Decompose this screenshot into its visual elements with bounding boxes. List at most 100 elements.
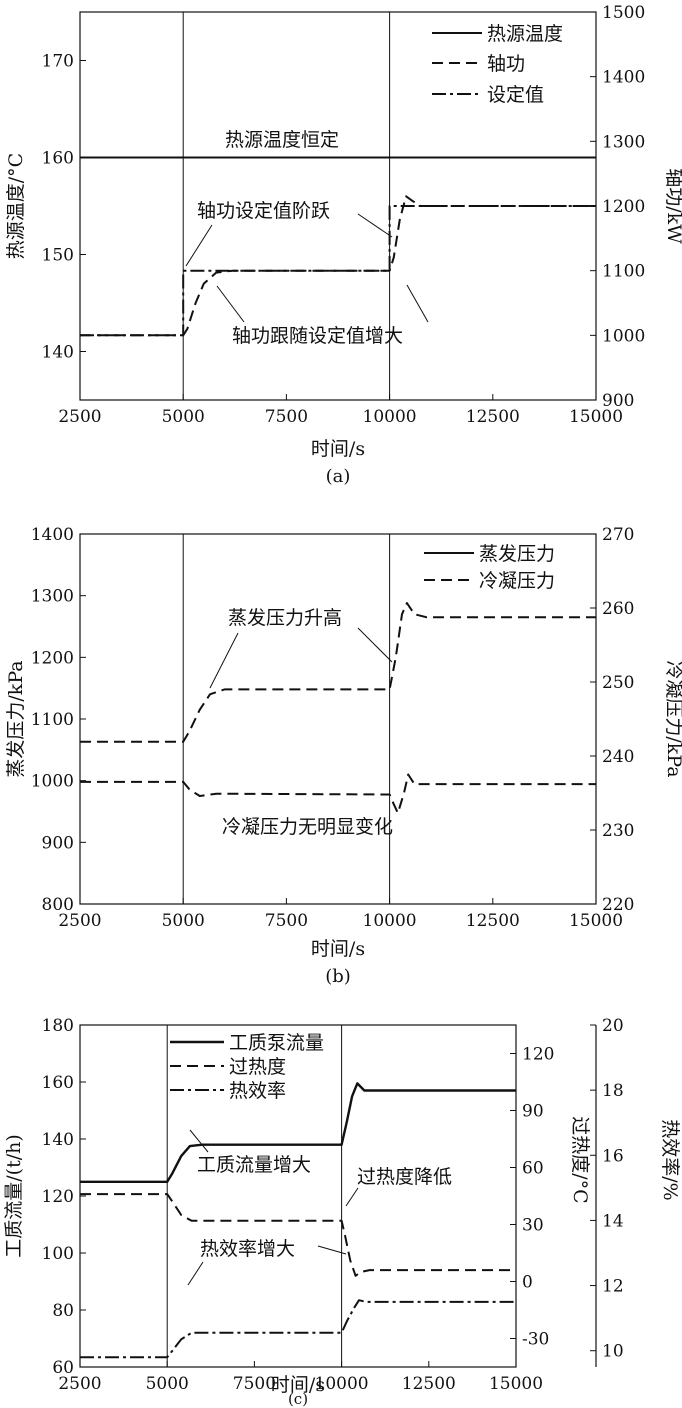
legend-label-c-0: 工质泵流量: [229, 1032, 324, 1054]
y-tick-label-right: 20: [602, 1016, 624, 1036]
y-ticks-left-a: 140 150 160 170: [42, 52, 86, 363]
vlines-c: [166, 1025, 343, 1367]
annotation-a-2: 轴功跟随设定值增大: [232, 325, 403, 347]
y-ticks-right-a: 900 1000 1100 1200 1300 1400 1500: [590, 3, 645, 411]
y-axis-label-left-a: 热源温度/°C: [5, 153, 27, 259]
legend-label-b-1: 冷凝压力: [479, 570, 555, 592]
y-ticks-left-b: 800 900 1000 1100 1200 1300 1400: [31, 525, 86, 915]
y-tick-label-left: 170: [42, 52, 74, 72]
y-tick-label-right: 12: [602, 1277, 624, 1297]
y-tick-label-right: 10: [602, 1342, 624, 1362]
x-tick-label: 2500: [58, 911, 101, 931]
y-tick-label-left: 100: [42, 1244, 74, 1264]
x-tick-label: 10000: [315, 1374, 369, 1394]
plot-frame-c: [79, 1024, 517, 1368]
x-tick-label: 5000: [162, 407, 205, 427]
annotation-a-1: 轴功设定值阶跃: [197, 200, 330, 222]
y-axis-label-right-a: 轴功/kW: [663, 168, 682, 244]
x-ticks-b: 2500 5000 7500 10000 12500 15000: [58, 898, 623, 931]
y-tick-label-left: 120: [42, 1187, 74, 1207]
y-tick-label-mid: -30: [522, 1330, 549, 1350]
annotation-c-2: 热效率增大: [200, 1238, 295, 1260]
y-axis-label-left-b: 蒸发压力/kPa: [5, 660, 27, 777]
y-tick-label-right: 1000: [602, 326, 645, 346]
y-tick-label-left: 1300: [31, 587, 74, 607]
series-b: [80, 602, 596, 814]
y-tick-label-mid: 120: [522, 1045, 554, 1065]
y-axis-label-left-c: 工质流量/(t/h): [3, 1134, 25, 1258]
annotation-arrow-a-2a: [216, 285, 245, 323]
y-tick-label-left: 1000: [31, 772, 74, 792]
y-tick-label-left: 80: [52, 1301, 74, 1321]
y-tick-label-right: 1400: [602, 68, 645, 88]
y-tick-label-right: 270: [602, 525, 634, 545]
y-tick-label-left: 1400: [31, 525, 74, 545]
legend-label-a-0: 热源温度: [487, 23, 563, 45]
x-axis-label-a: 时间/s: [311, 438, 365, 460]
annotation-arrow-a-1b: [357, 213, 393, 238]
y-tick-label-left: 160: [42, 1073, 74, 1093]
legend-label-c-2: 热效率: [229, 1080, 286, 1102]
y-tick-label-left: 150: [42, 246, 74, 266]
annotation-arrow-c-2a: [187, 1261, 204, 1286]
y-ticks-right-b: 220 230 240 250 260 270: [590, 525, 634, 915]
annotation-arrow-a-2b: [406, 284, 429, 323]
y-tick-label-right: 1100: [602, 262, 645, 282]
x-tick-label: 7500: [265, 911, 308, 931]
panel-label-b: (b): [325, 966, 351, 987]
x-tick-label: 2500: [58, 1374, 101, 1394]
annotation-arrow-b-0a: [209, 632, 239, 689]
annotation-arrow-b-0b: [357, 627, 393, 663]
series-line-1: [80, 1193, 516, 1277]
y-axis-label-right-b: 冷凝压力/kPa: [663, 660, 682, 777]
y-tick-label-right: 1500: [602, 3, 645, 23]
y-tick-label-right: 16: [602, 1146, 624, 1166]
legend-label-b-0: 蒸发压力: [479, 543, 555, 565]
panel-a: 2500 5000 7500 10000 12500 15000 140 150 160 170…: [5, 3, 682, 487]
y-tick-label-left: 60: [52, 1358, 74, 1378]
y-tick-label-right: 230: [602, 821, 634, 841]
annotation-arrow-c-2b: [317, 1245, 347, 1255]
annotation-c-1: 过热度降低: [357, 1166, 452, 1188]
y-tick-label-mid: 0: [522, 1273, 533, 1293]
x-tick-label: 15000: [489, 1374, 543, 1394]
x-tick-label: 2500: [58, 407, 101, 427]
series-line-0: [80, 1082, 516, 1183]
annotation-b-1: 冷凝压力无明显变化: [222, 816, 393, 838]
x-tick-label: 5000: [162, 911, 205, 931]
y-tick-label-left: 140: [42, 1130, 74, 1150]
series-line-1: [80, 195, 596, 337]
series-line-2: [80, 205, 596, 337]
panel-c: 2500 5000 7500 10000 12500 15000 608010012014…: [3, 1016, 681, 1408]
series-line-1: [80, 773, 596, 814]
x-ticks-c: 2500 5000 7500 10000 12500 15000: [58, 1361, 543, 1394]
y-ticks-mid-c: -30 0 30 60 90 120: [510, 1045, 554, 1350]
x-tick-label: 5000: [146, 1374, 189, 1394]
x-tick-label: 12500: [466, 911, 520, 931]
x-tick-label: 15000: [569, 407, 623, 427]
annotation-c-0: 工质流量增大: [197, 1154, 311, 1176]
x-tick-label: 12500: [466, 407, 520, 427]
legend-c: 工质泵流量 过热度 热效率: [170, 1032, 324, 1102]
x-tick-label: 10000: [363, 911, 417, 931]
x-tick-label: 7500: [265, 407, 308, 427]
y-tick-label-left: 1200: [31, 648, 74, 668]
panel-b: 2500 5000 7500 10000 12500 15000 800 900 1000 11…: [5, 525, 682, 987]
legend-label-a-1: 轴功: [487, 53, 525, 75]
legend-b: 蒸发压力 冷凝压力: [424, 543, 555, 592]
panel-label-c: (c): [288, 1390, 308, 1408]
y-tick-label-left: 160: [42, 149, 74, 169]
y-tick-label-right: 240: [602, 747, 634, 767]
x-tick-label: 12500: [402, 1374, 456, 1394]
annotation-arrow-a-1a: [185, 224, 213, 267]
y-tick-label-right: 18: [602, 1081, 624, 1101]
y-tick-label-right: 1200: [602, 197, 645, 217]
y-ticks-right-c: 10 12 14 16 18 20: [590, 1016, 624, 1362]
y-tick-label-left: 900: [42, 833, 74, 853]
series-a: [80, 156, 596, 337]
x-tick-label: 15000: [569, 911, 623, 931]
annotation-b-0: 蒸发压力升高: [228, 607, 342, 629]
y-axis-label-mid-c: 过热度/°C: [569, 1116, 591, 1203]
annotation-arrow-c-0: [189, 1129, 209, 1153]
legend-label-a-2: 设定值: [487, 84, 544, 106]
